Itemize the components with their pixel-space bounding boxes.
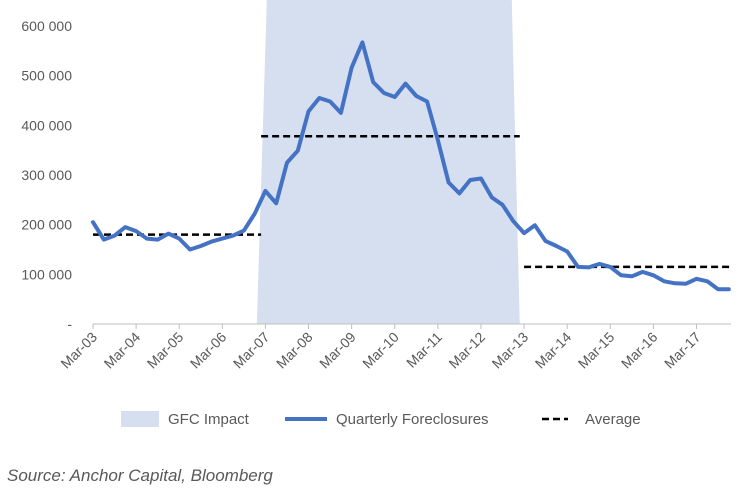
y-tick-label: 100 000 <box>21 266 72 282</box>
y-tick-label: 400 000 <box>21 117 72 133</box>
x-tick-label: Mar-07 <box>230 329 273 372</box>
foreclosures-line-layer <box>91 40 731 292</box>
gfc-impact-region <box>256 0 520 324</box>
x-tick-label: Mar-08 <box>273 329 316 372</box>
axis-layer <box>92 323 731 329</box>
x-tick-label: Mar-12 <box>445 329 488 372</box>
y-tick-labels: - 100 000 200 000 300 000 400 000 500 000 600 … <box>21 18 72 332</box>
x-tick-label: Mar-04 <box>101 329 144 372</box>
x-tick-label: Mar-17 <box>661 329 704 372</box>
y-tick-label: - <box>67 316 72 332</box>
x-tick-label: Mar-15 <box>575 329 618 372</box>
chart: - 100 000 200 000 300 000 400 000 500 000 600 … <box>21 0 731 428</box>
y-tick-label: 500 000 <box>21 68 72 84</box>
x-tick-label: Mar-11 <box>403 329 445 371</box>
legend: GFC Impact Quarterly Foreclosures Average <box>121 411 641 428</box>
source-note: Source: Anchor Capital, Bloomberg <box>7 466 273 485</box>
x-tick-label: Mar-05 <box>144 329 187 372</box>
x-tick-label: Mar-10 <box>359 329 402 372</box>
y-tick-label: 600 000 <box>21 18 72 34</box>
x-tick-labels: Mar-03 Mar-04 Mar-05 Mar-06 Mar-07 Mar-08 Mar-… <box>57 329 703 372</box>
legend-swatch-gfc-impact <box>121 411 159 427</box>
y-tick-label: 200 000 <box>21 217 72 233</box>
x-tick-label: Mar-09 <box>316 329 359 372</box>
y-tick-label: 300 000 <box>21 167 72 183</box>
quarterly-foreclosures-line <box>91 40 731 292</box>
average-line-layer <box>93 135 731 269</box>
legend-label: Quarterly Foreclosures <box>336 411 489 428</box>
x-tick-label: Mar-13 <box>489 329 532 372</box>
gfc-shaded-region-layer <box>256 0 520 324</box>
x-tick-label: Mar-16 <box>618 329 661 372</box>
x-tick-label: Mar-03 <box>57 329 100 372</box>
legend-label: GFC Impact <box>168 411 250 428</box>
legend-label: Average <box>585 411 641 428</box>
x-tick-label: Mar-14 <box>532 329 575 372</box>
x-tick-label: Mar-06 <box>187 329 230 372</box>
